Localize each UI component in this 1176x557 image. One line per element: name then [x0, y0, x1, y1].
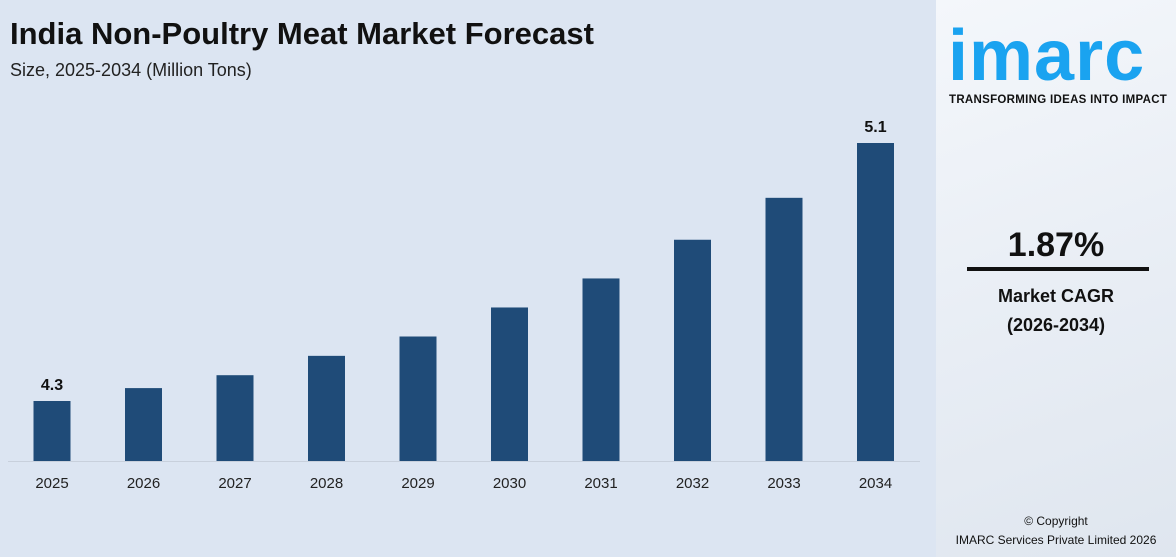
cagr-period: (2026-2034) — [1006, 315, 1106, 335]
x-tick-label: 2027 — [218, 475, 251, 492]
x-tick-label: 2034 — [859, 475, 892, 492]
chart-subtitle: Size, 2025-2034 (Million Tons) — [10, 60, 252, 80]
bar-2025 — [33, 401, 71, 461]
copyright: © Copyright — [1024, 514, 1088, 528]
bar-2028 — [308, 355, 345, 461]
data-label: 5.1 — [864, 119, 886, 136]
chart-title: India Non-Poultry Meat Market Forecast — [10, 16, 594, 51]
x-tick-label: 2025 — [35, 475, 68, 492]
data-label: 4.3 — [41, 377, 63, 394]
x-tick-label: 2031 — [584, 475, 617, 492]
bar-2034 — [857, 143, 894, 461]
company-name: IMARC Services Private Limited 2026 — [955, 533, 1157, 547]
x-tick-label: 2033 — [767, 475, 800, 492]
bar-2027 — [216, 375, 254, 461]
x-tick-label: 2029 — [401, 475, 434, 492]
tagline: TRANSFORMING IDEAS INTO IMPACT — [949, 94, 1168, 106]
x-tick-label: 2030 — [493, 475, 526, 492]
sidebar: imarc TRANSFORMING IDEAS INTO IMPACT 1.8… — [936, 0, 1176, 557]
bar-chart: 2025 4.3 2026 2027 2028 2029 2030 2031 2032 2033 2… — [8, 119, 920, 492]
imarc-logo: imarc — [948, 16, 1146, 96]
bar-2030 — [491, 307, 528, 461]
x-tick-label: 2028 — [310, 475, 343, 492]
bar-2033 — [765, 197, 803, 461]
divider — [967, 267, 1149, 271]
bar-2031 — [582, 278, 620, 461]
cagr-label: Market CAGR — [997, 286, 1115, 306]
chart-panel: 2025 4.3 2026 2027 2028 2029 2030 2031 2032 2033 2… — [8, 16, 920, 492]
bar-2026 — [125, 388, 162, 461]
x-tick-label: 2026 — [127, 475, 160, 492]
cagr-value: 1.87% — [1007, 226, 1105, 264]
bar-2032 — [674, 239, 711, 461]
x-tick-label: 2032 — [676, 475, 709, 492]
bar-2029 — [399, 336, 437, 461]
